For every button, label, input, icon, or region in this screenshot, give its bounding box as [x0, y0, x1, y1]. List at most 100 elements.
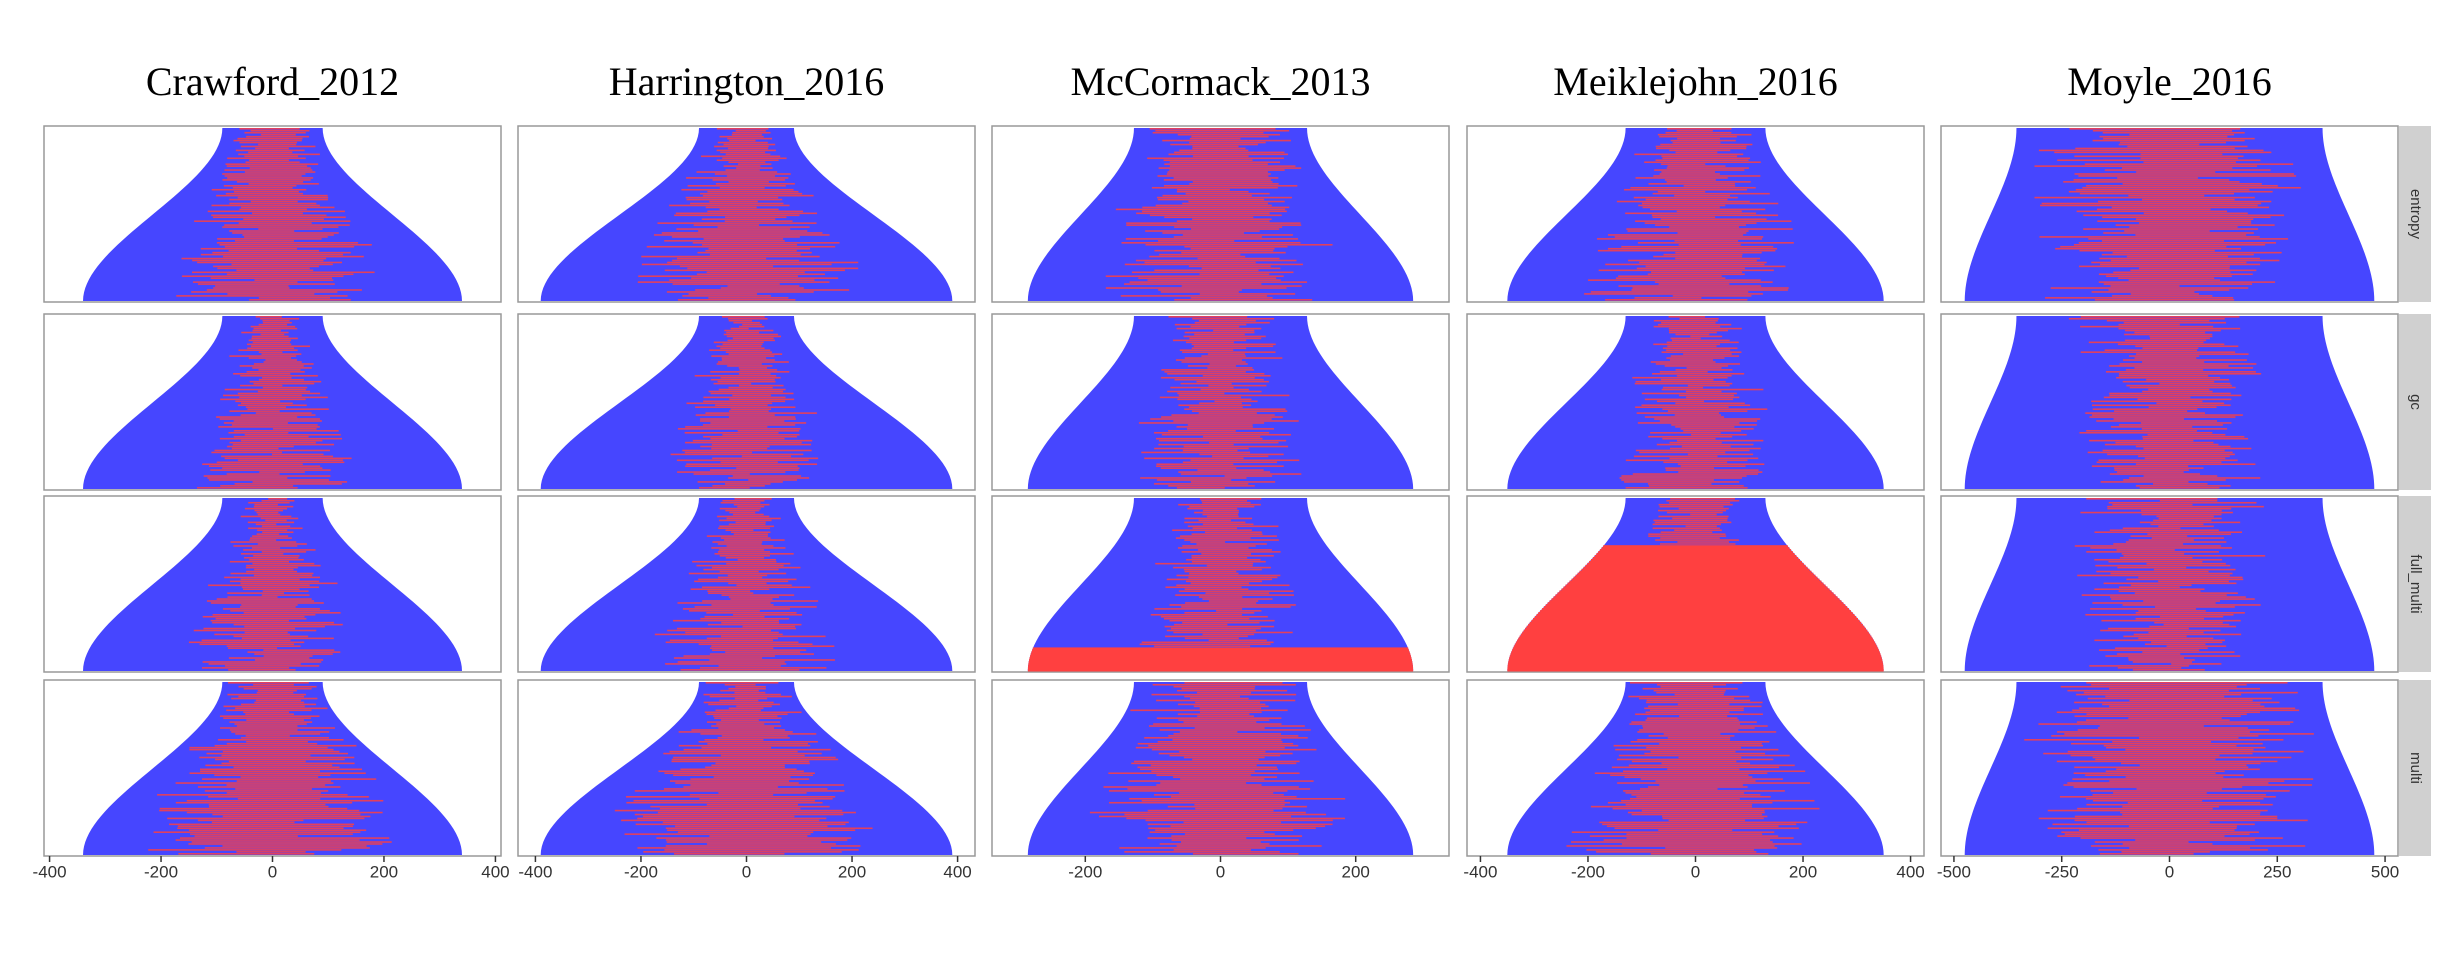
highlight-stripe [686, 198, 783, 201]
highlight-stripe [717, 361, 789, 363]
highlight-stripe [223, 255, 364, 258]
highlight-stripe [1161, 433, 1291, 436]
highlight-stripe [2109, 394, 2242, 397]
highlight-stripe [2154, 606, 2235, 608]
highlight-stripe [2125, 541, 2227, 543]
highlight-band [1507, 667, 1884, 670]
panel [1940, 679, 2399, 857]
highlight-band [1594, 555, 1797, 558]
highlight-stripe [1178, 394, 1290, 397]
highlight-stripe [1155, 562, 1254, 565]
highlight-stripe [739, 369, 778, 371]
x-tick-label: 0 [1691, 862, 1700, 881]
highlight-stripe [1152, 131, 1264, 134]
highlight-stripe [1164, 216, 1254, 219]
highlight-stripe [2063, 784, 2313, 786]
highlight-stripe [1213, 329, 1255, 332]
highlight-stripe [1189, 141, 1266, 144]
highlight-stripe [2113, 543, 2184, 545]
highlight-stripe [262, 386, 308, 389]
highlight-stripe [2125, 339, 2207, 342]
highlight-stripe [711, 547, 786, 549]
highlight-stripe [732, 513, 764, 516]
highlight-stripe [236, 181, 304, 183]
highlight-stripe [2149, 625, 2237, 628]
highlight-stripe [624, 833, 811, 835]
highlight-stripe [1178, 590, 1294, 592]
highlight-stripe [1202, 509, 1239, 512]
highlight-stripe [2132, 669, 2205, 671]
highlight-stripe [1661, 321, 1716, 324]
highlight-stripe [237, 797, 321, 800]
highlight-stripe [250, 537, 292, 539]
highlight-stripe [1677, 439, 1764, 442]
highlight-stripe [231, 731, 330, 733]
highlight-stripe [727, 147, 769, 150]
highlight-stripe [2128, 194, 2205, 197]
panel [1466, 313, 1925, 491]
highlight-stripe [226, 645, 301, 648]
column-title: McCormack_2013 [1071, 59, 1371, 104]
highlight-stripe [1614, 236, 1764, 238]
highlight-stripe [676, 627, 796, 630]
highlight-stripe [2047, 827, 2237, 830]
highlight-stripe [202, 661, 322, 663]
highlight-stripe [1653, 325, 1721, 328]
highlight-stripe [2097, 727, 2248, 729]
highlight-stripe [673, 774, 813, 776]
highlight-stripe [1156, 479, 1232, 481]
highlight-stripe [1648, 786, 1748, 788]
highlight-stripe [228, 431, 289, 434]
x-tick-label: 0 [268, 862, 277, 881]
highlight-stripe [2118, 424, 2223, 426]
panel [1940, 313, 2399, 491]
highlight-band [1581, 568, 1810, 572]
highlight-stripe [1652, 216, 1716, 219]
highlight-stripe [231, 697, 318, 700]
highlight-stripe [2086, 719, 2230, 721]
highlight-stripe [2101, 619, 2241, 622]
highlight-stripe [235, 788, 312, 790]
highlight-stripe [1677, 703, 1730, 706]
highlight-stripe [677, 299, 796, 301]
highlight-stripe [2115, 224, 2275, 226]
highlight-stripe [717, 551, 770, 553]
highlight-stripe [2103, 137, 2255, 140]
highlight-stripe [2073, 772, 2216, 775]
highlight-stripe [2074, 545, 2221, 547]
highlight-stripe [1207, 353, 1245, 355]
highlight-stripe [738, 163, 772, 165]
highlight-stripe [729, 139, 756, 142]
highlight-stripe [1181, 606, 1291, 608]
highlight-stripe [239, 208, 307, 211]
highlight-stripe [246, 564, 321, 567]
highlight-stripe [222, 226, 339, 228]
highlight-band [1032, 647, 1409, 650]
highlight-stripe [666, 291, 814, 293]
highlight-stripe [637, 847, 831, 849]
highlight-stripe [2092, 129, 2233, 132]
highlight-stripe [1672, 517, 1728, 520]
highlight-stripe [718, 527, 771, 530]
highlight-band [1563, 586, 1828, 589]
highlight-band [1511, 651, 1880, 654]
highlight-stripe [2102, 703, 2261, 706]
highlight-stripe [2091, 683, 2247, 686]
highlight-stripe [1183, 721, 1257, 723]
highlight-band [1523, 629, 1868, 633]
highlight-stripe [219, 715, 320, 717]
highlight-stripe [699, 420, 785, 422]
x-tick-label: -200 [144, 862, 178, 881]
highlight-stripe [1203, 435, 1261, 438]
highlight-stripe [680, 669, 800, 671]
highlight-stripe [1644, 707, 1744, 710]
highlight-stripe [255, 412, 312, 414]
highlight-stripe [664, 849, 859, 851]
highlight-stripe [728, 386, 773, 389]
highlight-stripe [250, 325, 296, 328]
highlight-stripe [1119, 847, 1266, 849]
highlight-stripe [1660, 378, 1714, 381]
highlight-stripe [228, 760, 306, 763]
highlight-stripe [722, 499, 765, 502]
highlight-stripe [621, 819, 820, 822]
